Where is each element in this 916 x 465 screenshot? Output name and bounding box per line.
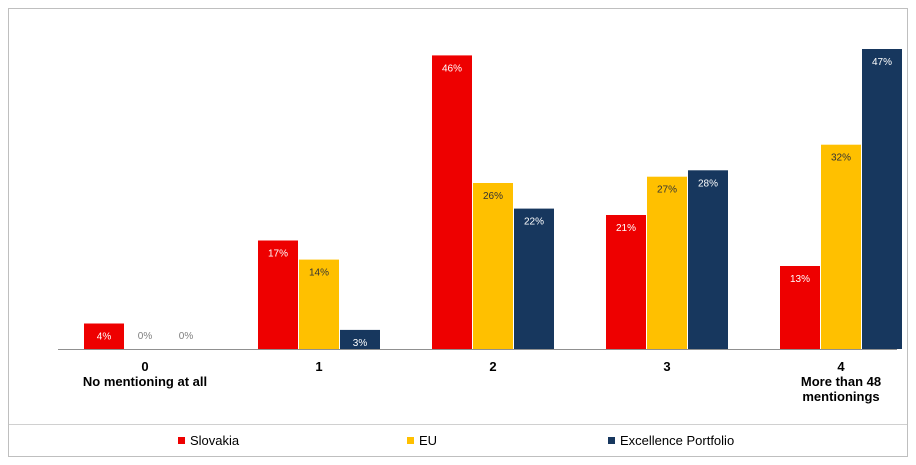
legend-label: EU [419, 433, 437, 448]
data-label: 4% [97, 332, 112, 343]
bar-eu-4 [821, 144, 861, 349]
bar-eu-3 [647, 176, 687, 349]
legend-swatch-slovakia [178, 437, 185, 444]
bar-slovakia-4 [780, 266, 820, 349]
data-label: 21% [616, 223, 636, 234]
legend-swatch-excellence-portfolio [608, 437, 615, 444]
category-label: mentionings [802, 389, 879, 404]
data-label: 47% [872, 57, 892, 68]
data-label: 17% [268, 249, 288, 260]
category-label: 1 [315, 359, 322, 374]
data-label: 0% [179, 331, 194, 342]
category-label: 0 [141, 359, 148, 374]
category-label: More than 48 [801, 374, 881, 389]
legend-label: Excellence Portfolio [620, 433, 734, 448]
bar-slovakia-1 [258, 240, 298, 349]
legend-label: Slovakia [190, 433, 240, 448]
bar-excellence-portfolio-3 [688, 170, 728, 349]
category-label: No mentioning at all [83, 374, 207, 389]
bars-layer [84, 49, 902, 350]
data-labels-layer: 4% 0% 0% 17% 14% 3% 46% 26% 22% 21% 27% 28% 13% 32% 47… [97, 57, 892, 349]
data-label: 26% [483, 191, 503, 202]
category-label: 4 [837, 359, 845, 374]
bar-excellence-portfolio-4 [862, 49, 902, 349]
data-label: 13% [790, 274, 810, 285]
data-label: 27% [657, 185, 677, 196]
legend: Slovakia EU Excellence Portfolio [178, 433, 734, 448]
data-label: 0% [138, 331, 153, 342]
bar-eu-2 [473, 183, 513, 349]
bar-slovakia-2 [432, 55, 472, 350]
data-label: 14% [309, 268, 329, 279]
bar-slovakia-0 [84, 323, 124, 349]
category-label: 2 [489, 359, 496, 374]
data-label: 22% [524, 217, 544, 228]
category-label: 3 [663, 359, 670, 374]
data-label: 28% [698, 178, 718, 189]
data-label: 3% [353, 338, 368, 349]
bar-excellence-portfolio-2 [514, 208, 554, 349]
bar-excellence-portfolio-1 [340, 329, 380, 349]
bar-slovakia-3 [606, 215, 646, 349]
legend-swatch-eu [407, 437, 414, 444]
bar-eu-1 [299, 259, 339, 349]
data-label: 32% [831, 153, 851, 164]
data-label: 46% [442, 63, 462, 74]
